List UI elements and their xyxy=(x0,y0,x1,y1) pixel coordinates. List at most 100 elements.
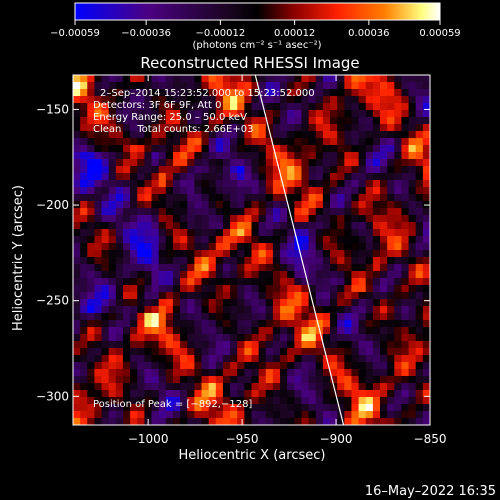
heatmap-cell xyxy=(187,278,195,285)
heatmap-cell xyxy=(380,390,388,397)
heatmap-cell xyxy=(152,180,160,187)
heatmap-cell xyxy=(301,131,309,138)
heatmap-cell xyxy=(409,418,417,425)
heatmap-cell xyxy=(323,215,331,222)
heatmap-cell xyxy=(401,264,409,271)
heatmap-cell xyxy=(330,243,338,250)
heatmap-cell xyxy=(194,152,202,159)
heatmap-cell xyxy=(266,341,274,348)
heatmap-cell xyxy=(273,173,281,180)
heatmap-cell xyxy=(330,313,338,320)
heatmap-cell xyxy=(423,208,431,215)
heatmap-cell xyxy=(401,89,409,96)
heatmap-cell xyxy=(409,236,417,243)
heatmap-cell xyxy=(323,194,331,201)
heatmap-cell xyxy=(409,271,417,278)
heatmap-cell xyxy=(144,362,152,369)
heatmap-cell xyxy=(116,145,124,152)
heatmap-cell xyxy=(94,173,102,180)
heatmap-cell xyxy=(80,397,88,404)
heatmap-cell xyxy=(237,271,245,278)
heatmap-cell xyxy=(137,341,145,348)
heatmap-cell xyxy=(409,299,417,306)
heatmap-cell xyxy=(102,411,110,418)
heatmap-cell xyxy=(416,89,424,96)
heatmap-cell xyxy=(259,313,267,320)
heatmap-cell xyxy=(409,250,417,257)
heatmap-cell xyxy=(137,75,145,82)
heatmap-cell xyxy=(223,103,231,110)
heatmap-cell xyxy=(116,278,124,285)
heatmap-cell xyxy=(359,341,367,348)
heatmap-cell xyxy=(423,215,431,222)
heatmap-cell xyxy=(123,271,131,278)
heatmap-cell xyxy=(237,243,245,250)
heatmap-cell xyxy=(330,299,338,306)
heatmap-cell xyxy=(409,229,417,236)
heatmap-cell xyxy=(373,411,381,418)
heatmap-cell xyxy=(123,376,131,383)
heatmap-cell xyxy=(187,264,195,271)
heatmap-cell xyxy=(330,201,338,208)
heatmap-cell xyxy=(187,257,195,264)
heatmap-cell xyxy=(194,334,202,341)
heatmap-cell xyxy=(287,341,295,348)
heatmap-cell xyxy=(130,362,138,369)
heatmap-cell xyxy=(387,236,395,243)
heatmap-cell xyxy=(94,222,102,229)
heatmap-cell xyxy=(194,299,202,306)
heatmap-cell xyxy=(423,362,431,369)
heatmap-cell xyxy=(301,166,309,173)
heatmap-cell xyxy=(316,348,324,355)
heatmap-cell xyxy=(380,383,388,390)
heatmap-cell xyxy=(194,215,202,222)
heatmap-cell xyxy=(387,306,395,313)
heatmap-cell xyxy=(230,376,238,383)
heatmap-cell xyxy=(73,299,81,306)
heatmap-cell xyxy=(330,271,338,278)
heatmap-cell xyxy=(209,257,217,264)
heatmap-cell xyxy=(216,180,224,187)
heatmap-cell xyxy=(330,250,338,257)
heatmap-cell xyxy=(130,194,138,201)
heatmap-cell xyxy=(351,180,359,187)
heatmap-cell xyxy=(102,376,110,383)
heatmap-cell xyxy=(230,75,238,82)
heatmap-cell xyxy=(230,341,238,348)
heatmap-cell xyxy=(273,313,281,320)
heatmap-cell xyxy=(316,173,324,180)
heatmap-cell xyxy=(209,208,217,215)
heatmap-cell xyxy=(359,166,367,173)
heatmap-cell xyxy=(187,201,195,208)
heatmap-cell xyxy=(280,166,288,173)
heatmap-cell xyxy=(187,138,195,145)
heatmap-cell xyxy=(209,320,217,327)
heatmap-cell xyxy=(123,285,131,292)
heatmap-cell xyxy=(123,145,131,152)
heatmap-cell xyxy=(87,152,95,159)
heatmap-cell xyxy=(209,362,217,369)
heatmap-cell xyxy=(237,285,245,292)
heatmap-cell xyxy=(252,383,260,390)
heatmap-cell xyxy=(130,355,138,362)
heatmap-cell xyxy=(330,166,338,173)
heatmap-cell xyxy=(416,397,424,404)
heatmap-cell xyxy=(152,355,160,362)
heatmap-cell xyxy=(409,313,417,320)
heatmap-cell xyxy=(152,320,160,327)
heatmap-cell xyxy=(237,75,245,82)
heatmap-cell xyxy=(244,292,252,299)
heatmap-cell xyxy=(187,187,195,194)
heatmap-cell xyxy=(330,334,338,341)
heatmap-cell xyxy=(423,306,431,313)
heatmap-cell xyxy=(359,355,367,362)
heatmap-cell xyxy=(73,278,81,285)
heatmap-cell xyxy=(202,187,210,194)
heatmap-cell xyxy=(394,138,402,145)
heatmap-cell xyxy=(152,173,160,180)
heatmap-cell xyxy=(294,355,302,362)
heatmap-cell xyxy=(323,222,331,229)
heatmap-cell xyxy=(123,264,131,271)
heatmap-cell xyxy=(73,313,81,320)
heatmap-cell xyxy=(116,306,124,313)
